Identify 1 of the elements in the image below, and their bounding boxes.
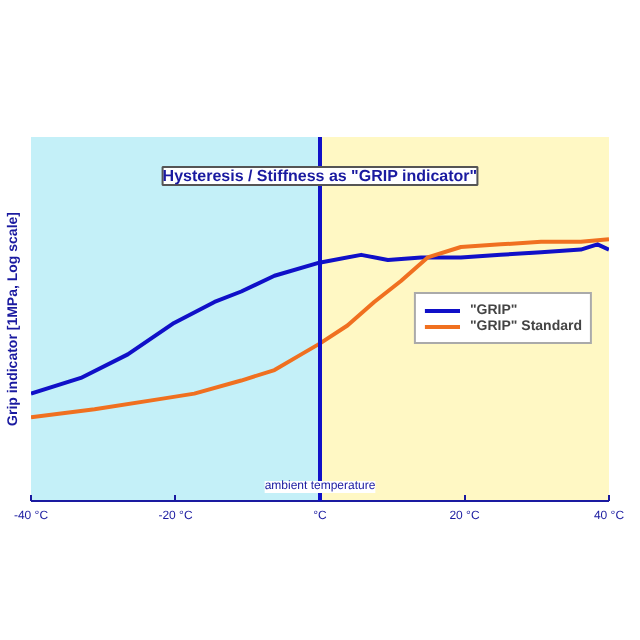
chart-title: Hysteresis / Stiffness as "GRIP indicator" [162,167,478,185]
